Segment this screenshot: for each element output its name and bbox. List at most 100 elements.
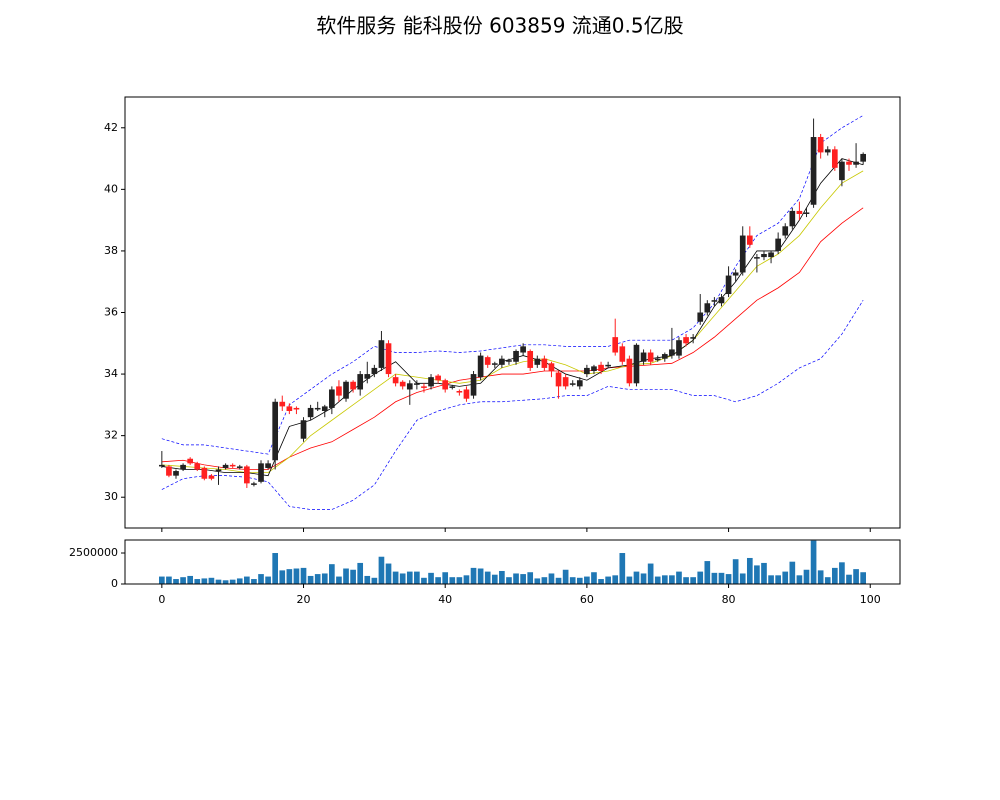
volume-bar (215, 579, 222, 584)
candle-body (229, 464, 236, 467)
volume-bar (159, 576, 165, 584)
volume-bar (598, 579, 604, 584)
candle-body (647, 352, 654, 362)
candle-body (534, 358, 541, 365)
candle-body (414, 383, 420, 385)
candle-body (669, 349, 675, 356)
candle-body (321, 406, 328, 412)
candle-body (336, 386, 342, 396)
volume-bar (506, 577, 512, 584)
volume-bar (272, 553, 279, 584)
volume-bar (647, 563, 654, 584)
volume-bar (562, 569, 569, 584)
candle-body (831, 149, 838, 168)
volume-bar (817, 570, 824, 584)
candle-body (527, 350, 534, 368)
candle-body (470, 374, 477, 396)
y-tick-label: 40 (104, 182, 118, 195)
volume-bar (265, 576, 271, 584)
candle-body (860, 153, 866, 162)
candle-body (576, 380, 583, 387)
volume-bar (499, 570, 505, 584)
candle-body (541, 358, 548, 368)
candle-body (307, 407, 314, 418)
y-tick-label: 30 (104, 490, 118, 503)
candle-body (803, 212, 810, 214)
candle-body (846, 161, 852, 165)
candle-body (385, 343, 392, 375)
volume-bar (187, 575, 194, 584)
volume-bar (201, 578, 208, 584)
volume-bar (329, 564, 335, 584)
candle-body (598, 364, 604, 371)
x-tick-label: 0 (158, 593, 165, 606)
candle-body (562, 377, 569, 387)
candle-body (633, 344, 640, 384)
candle-body (513, 350, 519, 362)
chart-title: 软件服务 能科股份 603859 流通0.5亿股 (316, 14, 683, 38)
candle-body (718, 297, 725, 304)
volume-bar (456, 577, 463, 584)
volume-bar (513, 573, 519, 584)
y-tick-label: 0 (111, 577, 118, 590)
candle-body (166, 466, 172, 476)
volume-bar (166, 576, 172, 584)
volume-bar (307, 575, 314, 584)
volume-bar (364, 575, 371, 584)
volume-bar (676, 571, 682, 584)
candle-body (739, 235, 746, 273)
candle-body (591, 366, 597, 371)
candle-body (329, 389, 335, 408)
volume-bar (576, 577, 583, 584)
candle-body (421, 386, 427, 388)
volume-bar (244, 576, 250, 584)
volume-bar (810, 540, 817, 584)
candle-body (775, 238, 781, 251)
candle-body (690, 337, 696, 339)
volume-bar (279, 570, 286, 584)
candle-body (357, 374, 364, 390)
candle-body (244, 466, 250, 484)
volume-bar (449, 577, 456, 584)
volume-bar (180, 577, 186, 584)
candle-body (392, 377, 399, 384)
volume-bar (406, 571, 413, 584)
candle-body (300, 420, 307, 439)
candle-body (824, 149, 831, 153)
volume-bar (640, 573, 647, 584)
volume-bar (782, 571, 789, 584)
candle-body (746, 235, 753, 245)
candle-body (640, 352, 647, 362)
candle-body (442, 380, 449, 390)
y-tick-label: 42 (104, 121, 118, 134)
volume-bar (321, 573, 328, 584)
volume-bar (846, 574, 852, 584)
candle-body (612, 337, 619, 353)
volume-bar (683, 577, 689, 584)
candle-body (371, 367, 378, 375)
volume-bar (208, 577, 215, 584)
volume-bar (385, 563, 392, 584)
candle-body (605, 364, 611, 367)
candle-body (584, 367, 590, 375)
candle-body (796, 210, 803, 214)
y-tick-label: 2500000 (69, 546, 118, 559)
candle-body (626, 358, 633, 384)
volume-bar (548, 573, 555, 584)
volume-bar (768, 575, 774, 584)
volume-bar (442, 572, 449, 584)
volume-bar (697, 571, 704, 584)
volume-bar (612, 575, 619, 584)
candle-body (208, 475, 215, 479)
candle-body (704, 303, 711, 313)
y-tick-label: 32 (104, 429, 118, 442)
volume-bar (555, 577, 562, 584)
candle-body (286, 406, 293, 412)
candle-body (251, 483, 257, 485)
volume-bar (229, 579, 236, 584)
candle-body (711, 300, 718, 302)
candle-body (789, 210, 796, 227)
volume-bar (633, 571, 640, 584)
volume-bar (173, 579, 179, 584)
